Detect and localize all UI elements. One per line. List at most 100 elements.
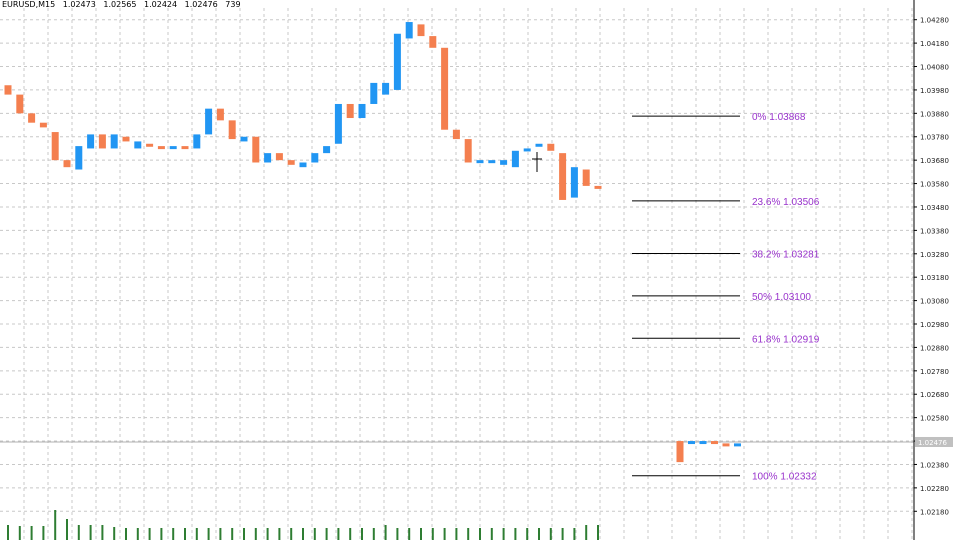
candle [146, 143, 154, 147]
candle [500, 160, 508, 165]
volume-histogram [7, 510, 599, 540]
recent-candle [734, 443, 741, 447]
candle [205, 108, 213, 135]
candle [559, 153, 567, 200]
y-tick-label: 1.03780 [920, 134, 949, 142]
y-tick-label: 1.02180 [920, 508, 949, 516]
candle [488, 160, 496, 164]
candle [441, 47, 449, 130]
candle [452, 129, 460, 140]
fib-level-label: 0% 1.03868 [752, 112, 806, 123]
y-tick-label: 1.03380 [920, 227, 949, 235]
fib-level-label: 100% 1.02332 [752, 472, 817, 483]
current-price-box: 1.02476 [915, 436, 953, 447]
candle [275, 153, 283, 161]
candle [181, 146, 189, 150]
recent-candle [699, 441, 707, 445]
chart-header: EURUSD,M15 1.02473 1.02565 1.02424 1.024… [2, 0, 246, 9]
candle [464, 139, 472, 163]
candle [429, 36, 437, 48]
y-tick-label: 1.02380 [920, 461, 949, 469]
y-tick-label: 1.02780 [920, 368, 949, 376]
current-price-label: 1.02476 [918, 439, 947, 447]
fib-level-label: 23.6% 1.03506 [752, 197, 820, 208]
y-tick-label: 1.03880 [920, 110, 949, 118]
y-tick-label: 1.02580 [920, 415, 949, 423]
y-tick-label: 1.03680 [920, 157, 949, 165]
candle [358, 103, 366, 119]
candle [87, 134, 95, 149]
y-tick-label: 1.03580 [920, 181, 949, 189]
candle [393, 33, 401, 90]
candle [193, 134, 201, 149]
recent-candle [722, 443, 730, 447]
candle [594, 185, 602, 189]
candle [535, 143, 543, 147]
candle [287, 160, 295, 165]
y-tick-label: 1.04280 [920, 17, 949, 25]
candle [75, 146, 83, 170]
recent-candle [688, 441, 695, 445]
crosshair-cursor [532, 152, 542, 172]
candle [39, 122, 47, 128]
candle [299, 162, 307, 168]
y-tick-label: 1.04180 [920, 40, 949, 48]
candle [405, 22, 413, 39]
recent-candles [676, 441, 741, 463]
fib-level-label: 50% 1.03100 [752, 292, 811, 303]
candle [16, 94, 24, 114]
fib-level-label: 38.2% 1.03281 [752, 250, 820, 261]
candle [63, 160, 71, 168]
candle [370, 82, 378, 104]
ohlc-close: 1.02476 [184, 0, 218, 9]
candle [51, 132, 59, 161]
current-price-box-bg [915, 436, 953, 447]
y-tick-label: 1.02880 [920, 344, 949, 352]
candle [28, 113, 36, 123]
fibonacci-retracement: 0% 1.03868 23.6% 1.03506 38.2% 1.03281 50% … [632, 112, 820, 483]
ohlc-low: 1.02424 [144, 0, 178, 9]
fib-level-label: 61.8% 1.02919 [752, 334, 820, 345]
candle [346, 103, 354, 119]
y-tick-label: 1.03280 [920, 251, 949, 259]
y-tick-label: 1.02980 [920, 321, 949, 329]
y-tick-label: 1.04080 [920, 64, 949, 72]
candle [582, 169, 590, 186]
candle [334, 103, 342, 144]
candle [547, 143, 555, 151]
candle [523, 148, 531, 152]
candle [157, 146, 165, 150]
symbol-timeframe: EURUSD,M15 [2, 0, 56, 9]
candle [134, 141, 142, 149]
y-tick-label: 1.03480 [920, 204, 949, 212]
price-axis: 1.04280 1.04180 1.04080 1.03980 1.03880 1.037… [913, 0, 953, 540]
recent-candle [676, 441, 684, 463]
candle [570, 167, 578, 198]
candle [417, 24, 425, 37]
y-tick-label: 1.02280 [920, 485, 949, 493]
candle [228, 120, 236, 140]
ohlc-open: 1.02473 [62, 0, 96, 9]
candle [110, 134, 118, 149]
ohlc-high: 1.02565 [103, 0, 137, 9]
candle [4, 85, 12, 95]
y-tick-label: 1.03080 [920, 298, 949, 306]
y-tick-label: 1.02680 [920, 391, 949, 399]
candle [264, 153, 272, 163]
recent-candle [711, 441, 718, 445]
candle [511, 150, 519, 168]
candle [252, 136, 260, 163]
candle [169, 146, 177, 150]
candle [240, 136, 248, 142]
candlestick-series [4, 22, 602, 200]
chart-grid [0, 8, 914, 540]
y-tick-label: 1.03980 [920, 87, 949, 95]
candle [323, 146, 331, 154]
candle [122, 136, 130, 142]
tick-volume: 739 [225, 0, 241, 9]
y-tick-label: 1.03180 [920, 274, 949, 282]
candle [216, 108, 224, 121]
candle [382, 82, 390, 95]
candle [476, 160, 484, 164]
